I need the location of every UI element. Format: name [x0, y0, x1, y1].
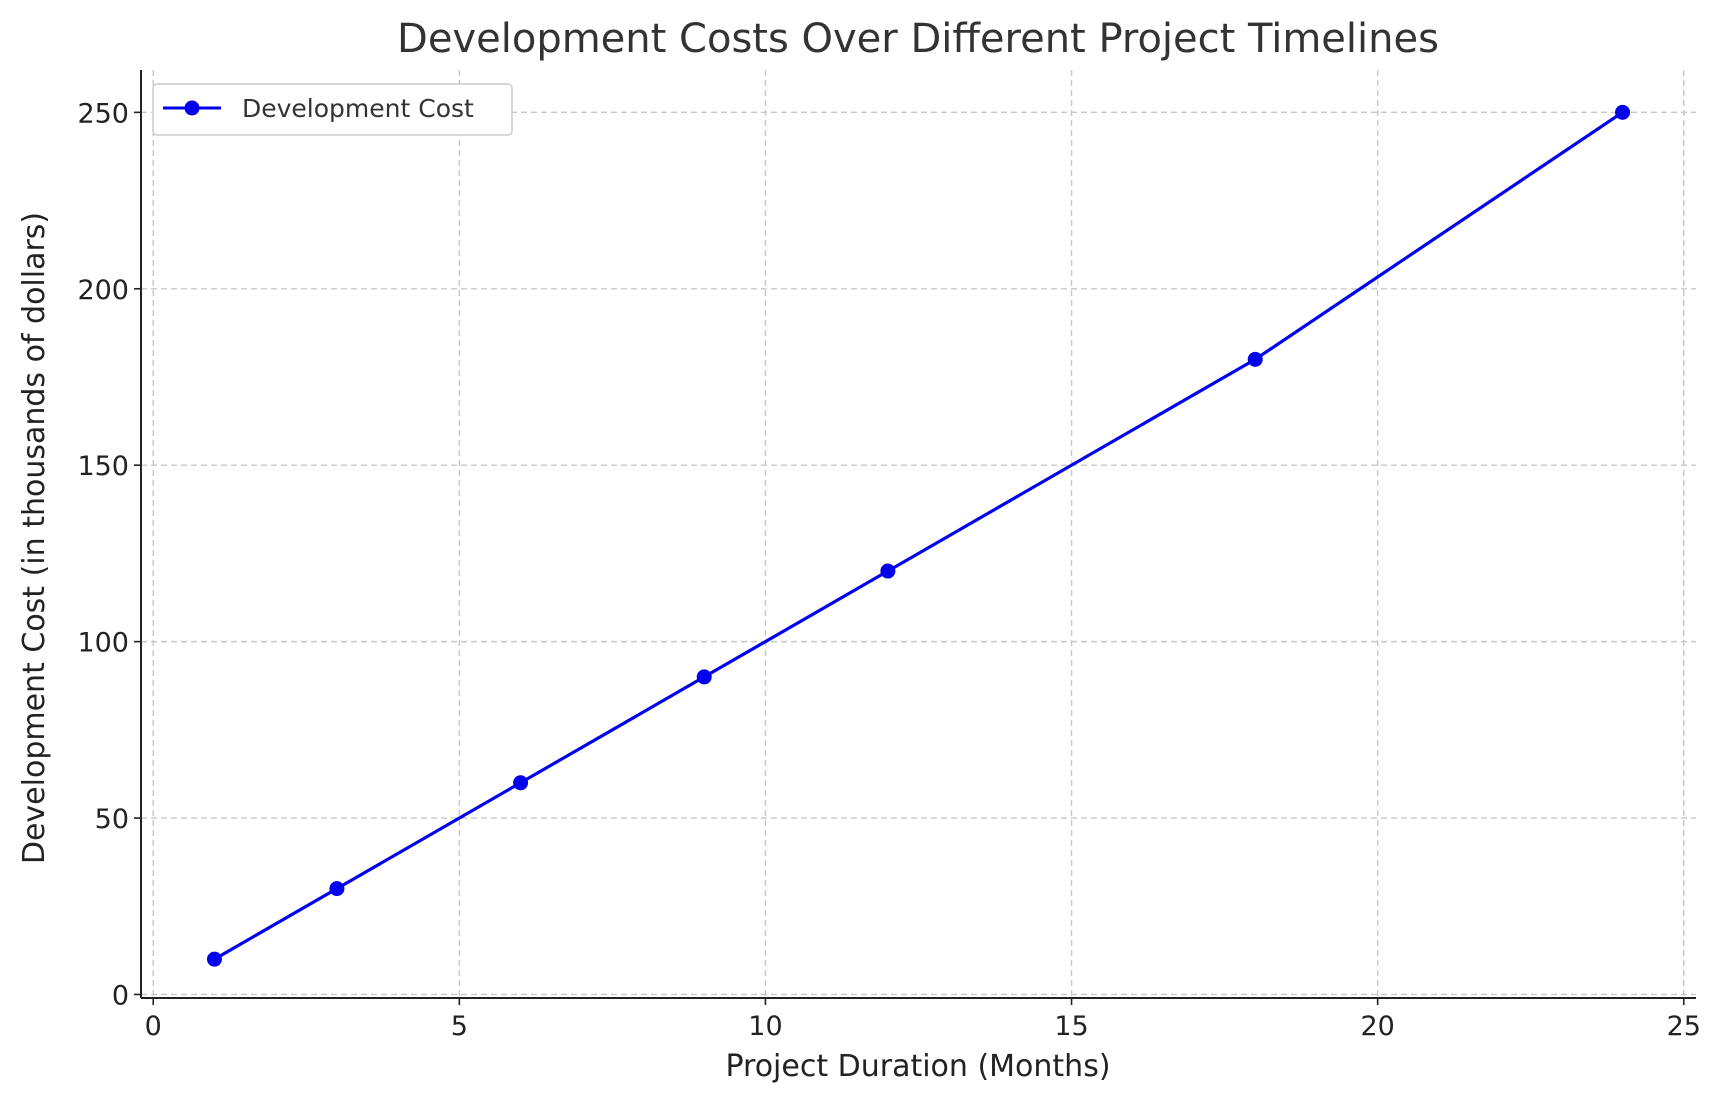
chart-title: Development Costs Over Different Project… [397, 16, 1439, 62]
data-point [696, 669, 712, 685]
legend-box [152, 83, 513, 136]
x-tick-label: 10 [748, 1011, 782, 1042]
y-tick-label: 150 [77, 451, 129, 482]
legend-label: Development Cost [242, 94, 474, 123]
x-tick-label: 5 [451, 1011, 468, 1042]
data-point [880, 563, 896, 579]
y-tick-label: 100 [77, 628, 129, 659]
data-point [1615, 104, 1631, 120]
data-series [206, 104, 1631, 967]
data-point [1247, 351, 1263, 367]
data-point [329, 881, 345, 897]
x-tick-label: 20 [1360, 1011, 1394, 1042]
y-tick-label: 0 [112, 980, 129, 1011]
x-axis-label: Project Duration (Months) [725, 1049, 1110, 1084]
y-tick-label: 200 [77, 275, 129, 306]
y-axis-label: Development Cost (in thousands of dollar… [17, 212, 52, 864]
series-line [213, 111, 1624, 961]
legend: Development Cost [152, 83, 513, 136]
x-tick-label: 25 [1667, 1011, 1701, 1042]
axes [140, 70, 1696, 999]
grid-lines [141, 70, 1696, 998]
data-point [206, 951, 222, 967]
legend-marker [184, 100, 200, 116]
x-tick-label: 0 [145, 1011, 162, 1042]
x-tick-label: 15 [1054, 1011, 1088, 1042]
data-point [513, 775, 529, 791]
y-tick-label: 250 [77, 98, 129, 129]
y-tick-label: 50 [95, 804, 129, 835]
